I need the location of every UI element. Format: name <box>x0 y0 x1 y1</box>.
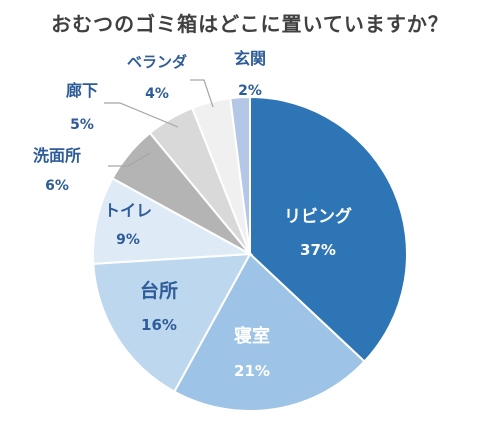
slice-value: 6% <box>45 178 69 194</box>
leader-line <box>108 152 151 167</box>
slice-value: 4% <box>145 86 169 102</box>
slice-value: 9% <box>116 232 140 248</box>
slice-value: 16% <box>141 316 177 334</box>
slice-value: 2% <box>238 83 262 99</box>
slice-label: 寝室 <box>234 325 270 347</box>
slice-labels: リビング 37% 寝室 21% 台所 16% トイレ 9% 洗面所 6% 廊下 5% ベランダ 4% 玄関 2… <box>33 49 352 380</box>
slice-value: 5% <box>70 117 94 133</box>
pie-slice <box>173 252 366 412</box>
leader-line <box>190 79 214 108</box>
slice-label: リビング <box>284 206 352 227</box>
slice-value: 21% <box>234 362 270 380</box>
slice-label: 玄関 <box>234 49 266 68</box>
slice-label: 台所 <box>140 279 178 302</box>
leader-lines <box>104 79 214 167</box>
slice-label: トイレ <box>104 201 152 220</box>
leader-line <box>104 102 179 128</box>
slice-label: 洗面所 <box>33 146 81 165</box>
slice-label: ベランダ <box>127 53 187 71</box>
slice-value: 37% <box>300 241 336 259</box>
chart-title: おむつのゴミ箱はどこに置いていますか？ <box>51 12 449 36</box>
pie-slice <box>92 252 252 393</box>
pie-slices <box>92 95 408 412</box>
pie-slice <box>249 95 408 363</box>
pie-slice <box>92 177 254 265</box>
slice-label: 廊下 <box>66 81 98 100</box>
pie-slice <box>229 95 251 255</box>
